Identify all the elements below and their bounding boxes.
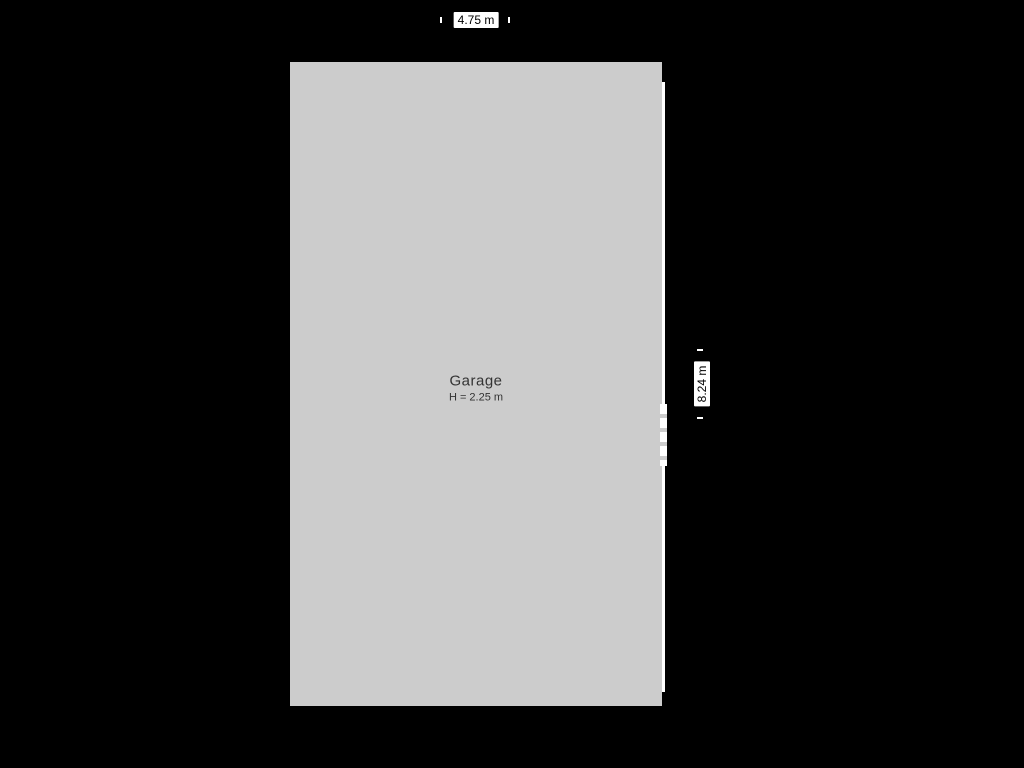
- dim-height-label: 8.24 m: [694, 362, 710, 407]
- dim-height-tick-bottom: [697, 417, 703, 419]
- dim-width-tick-right: [508, 17, 510, 23]
- dim-width-label: 4.75 m: [454, 12, 499, 28]
- dim-height-tick-top: [697, 349, 703, 351]
- door-notch: [660, 442, 667, 446]
- room-label: Garage H = 2.25 m: [449, 373, 503, 404]
- door-notch: [660, 428, 667, 432]
- door-notch: [660, 456, 667, 460]
- right-edge-line: [662, 82, 665, 692]
- door-notch: [660, 414, 667, 418]
- room-height-label: H = 2.25 m: [449, 392, 503, 404]
- room-name: Garage: [449, 373, 503, 390]
- dim-width-tick-left: [440, 17, 442, 23]
- floorplan-canvas: Garage H = 2.25 m 4.75 m 8.24 m: [0, 0, 1024, 768]
